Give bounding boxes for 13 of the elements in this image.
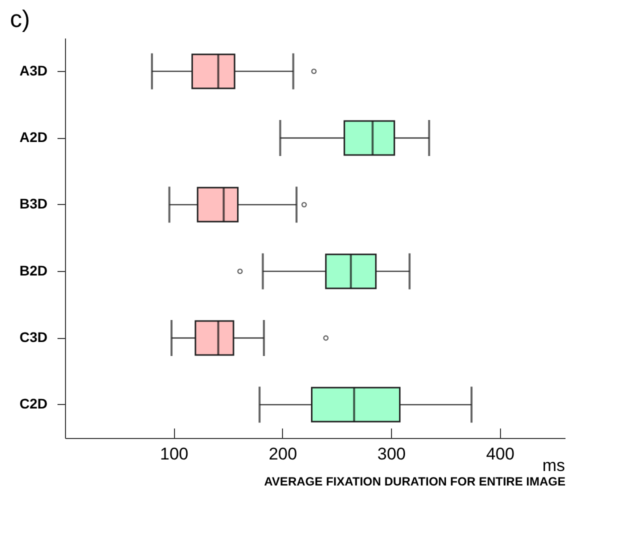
y-tick-label: C2D bbox=[19, 396, 48, 412]
x-tick-label: 100 bbox=[160, 444, 188, 464]
chart-title: c) bbox=[10, 6, 30, 33]
y-tick-label: B3D bbox=[19, 196, 48, 212]
x-tick-label: 400 bbox=[486, 444, 514, 464]
y-tick-label: C3D bbox=[19, 329, 48, 345]
y-tick-label: A2D bbox=[19, 129, 48, 145]
y-tick-label: B2D bbox=[19, 262, 48, 278]
x-tick-label: 200 bbox=[268, 444, 298, 464]
y-tick-label: A3D bbox=[19, 62, 48, 78]
x-axis-title: AVERAGE FIXATION DURATION FOR ENTIRE IMAGE bbox=[264, 474, 566, 488]
x-tick-label: 300 bbox=[377, 444, 406, 464]
text: ms bbox=[542, 456, 565, 475]
